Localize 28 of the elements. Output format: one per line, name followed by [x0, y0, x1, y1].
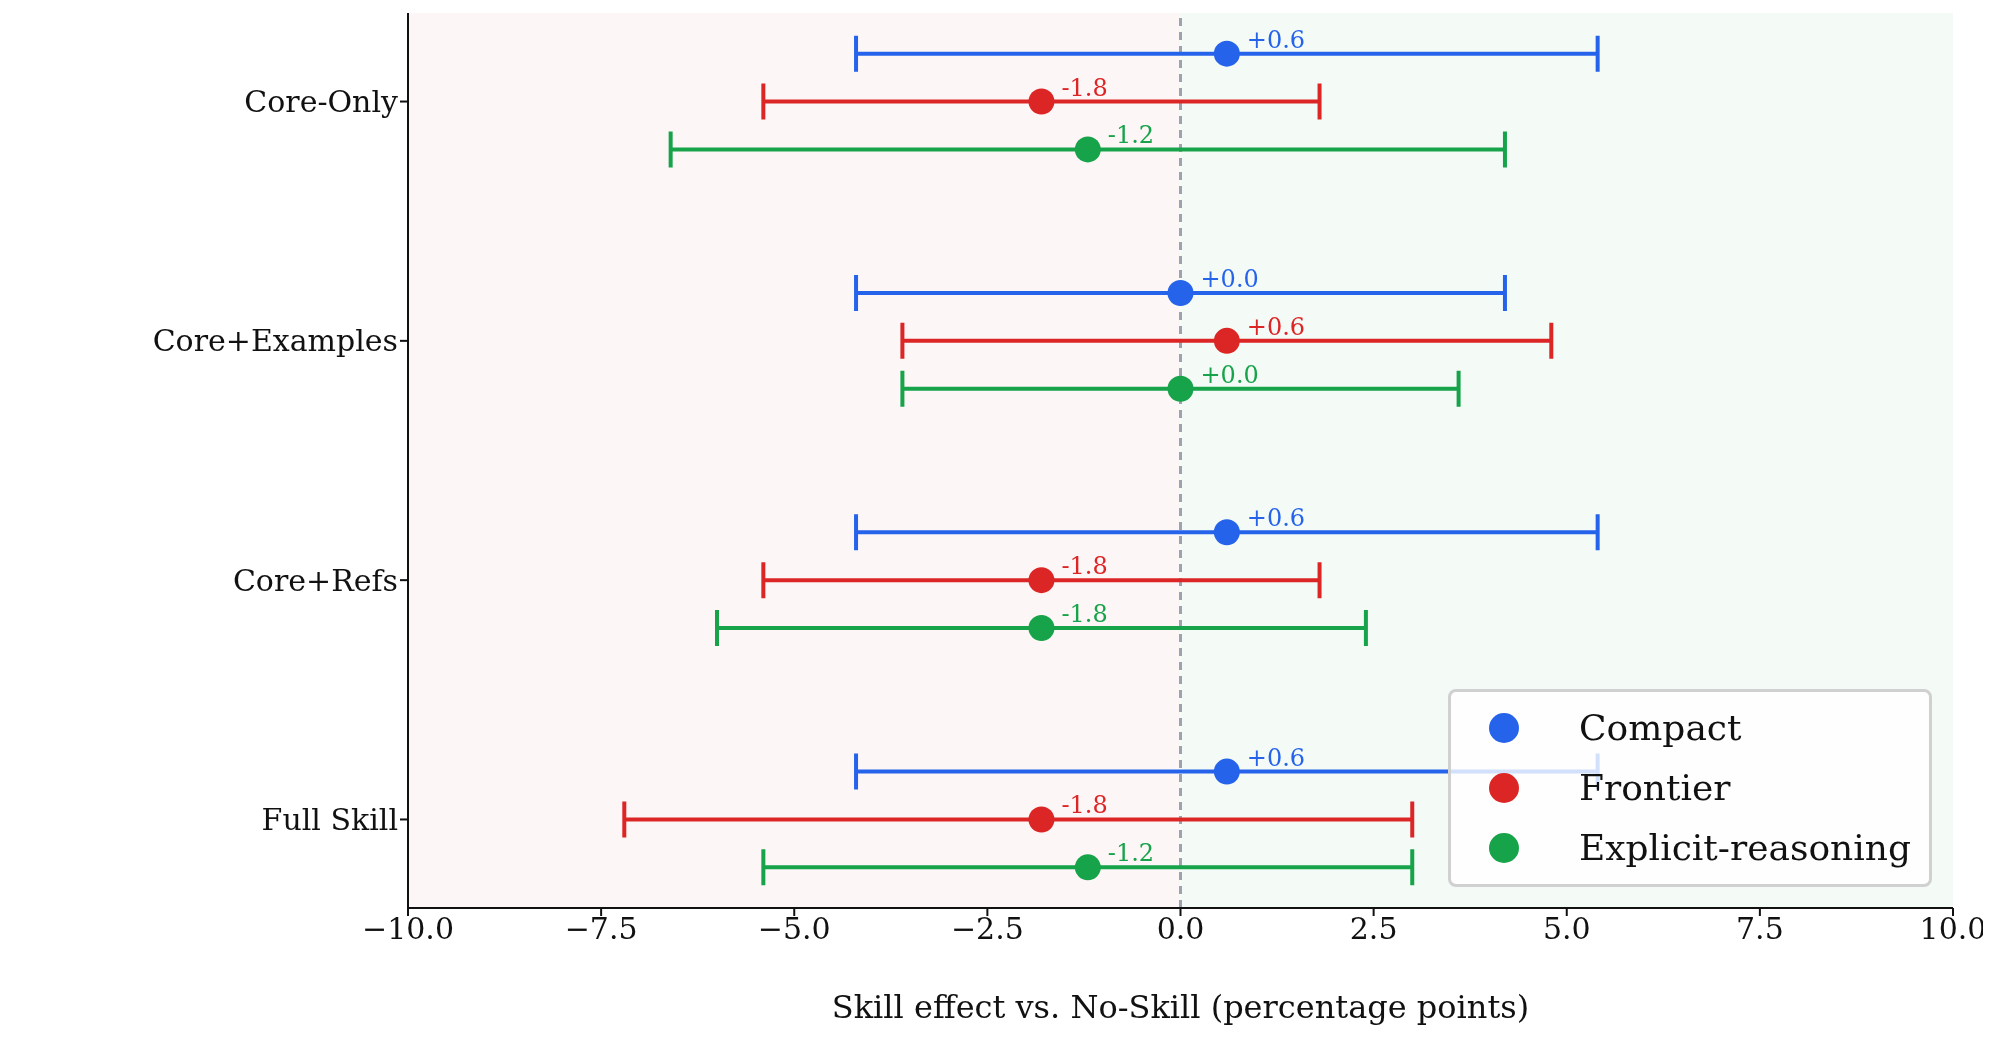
- x-axis-title: Skill effect vs. No-Skill (percentage points): [831, 988, 1530, 1026]
- y-tick-label: Full Skill: [261, 802, 398, 838]
- data-label: -1.8: [1061, 73, 1108, 102]
- y-tick-label: Core+Examples: [152, 323, 398, 359]
- data-label: +0.6: [1246, 25, 1306, 54]
- data-label: +0.6: [1246, 743, 1306, 772]
- legend-label: Frontier: [1578, 766, 1731, 810]
- y-tick-label: Core-Only: [244, 84, 399, 120]
- data-label: +0.6: [1246, 312, 1306, 341]
- y-tick-label: Core+Refs: [232, 562, 398, 598]
- x-tick-label: −5.0: [757, 911, 831, 947]
- data-label: -1.8: [1061, 600, 1108, 629]
- data-label: -1.8: [1061, 552, 1108, 581]
- x-tick-label: −2.5: [950, 911, 1024, 947]
- data-label: +0.0: [1200, 264, 1259, 293]
- data-label: +0.6: [1246, 504, 1306, 533]
- x-tick-label: 2.5: [1349, 911, 1398, 947]
- legend-label: Explicit-reasoning: [1578, 826, 1911, 870]
- data-label: -1.2: [1107, 839, 1155, 868]
- data-label: -1.8: [1061, 791, 1108, 820]
- data-label: +0.0: [1200, 360, 1259, 389]
- x-tick-label: 7.5: [1736, 911, 1784, 947]
- data-label: -1.2: [1107, 121, 1155, 150]
- x-tick-label: 5.0: [1542, 911, 1591, 947]
- x-tick-label: −10.0: [362, 911, 454, 947]
- x-tick-label: −7.5: [564, 911, 638, 947]
- legend-label: Compact: [1578, 706, 1742, 750]
- x-tick-label: 0.0: [1156, 911, 1205, 947]
